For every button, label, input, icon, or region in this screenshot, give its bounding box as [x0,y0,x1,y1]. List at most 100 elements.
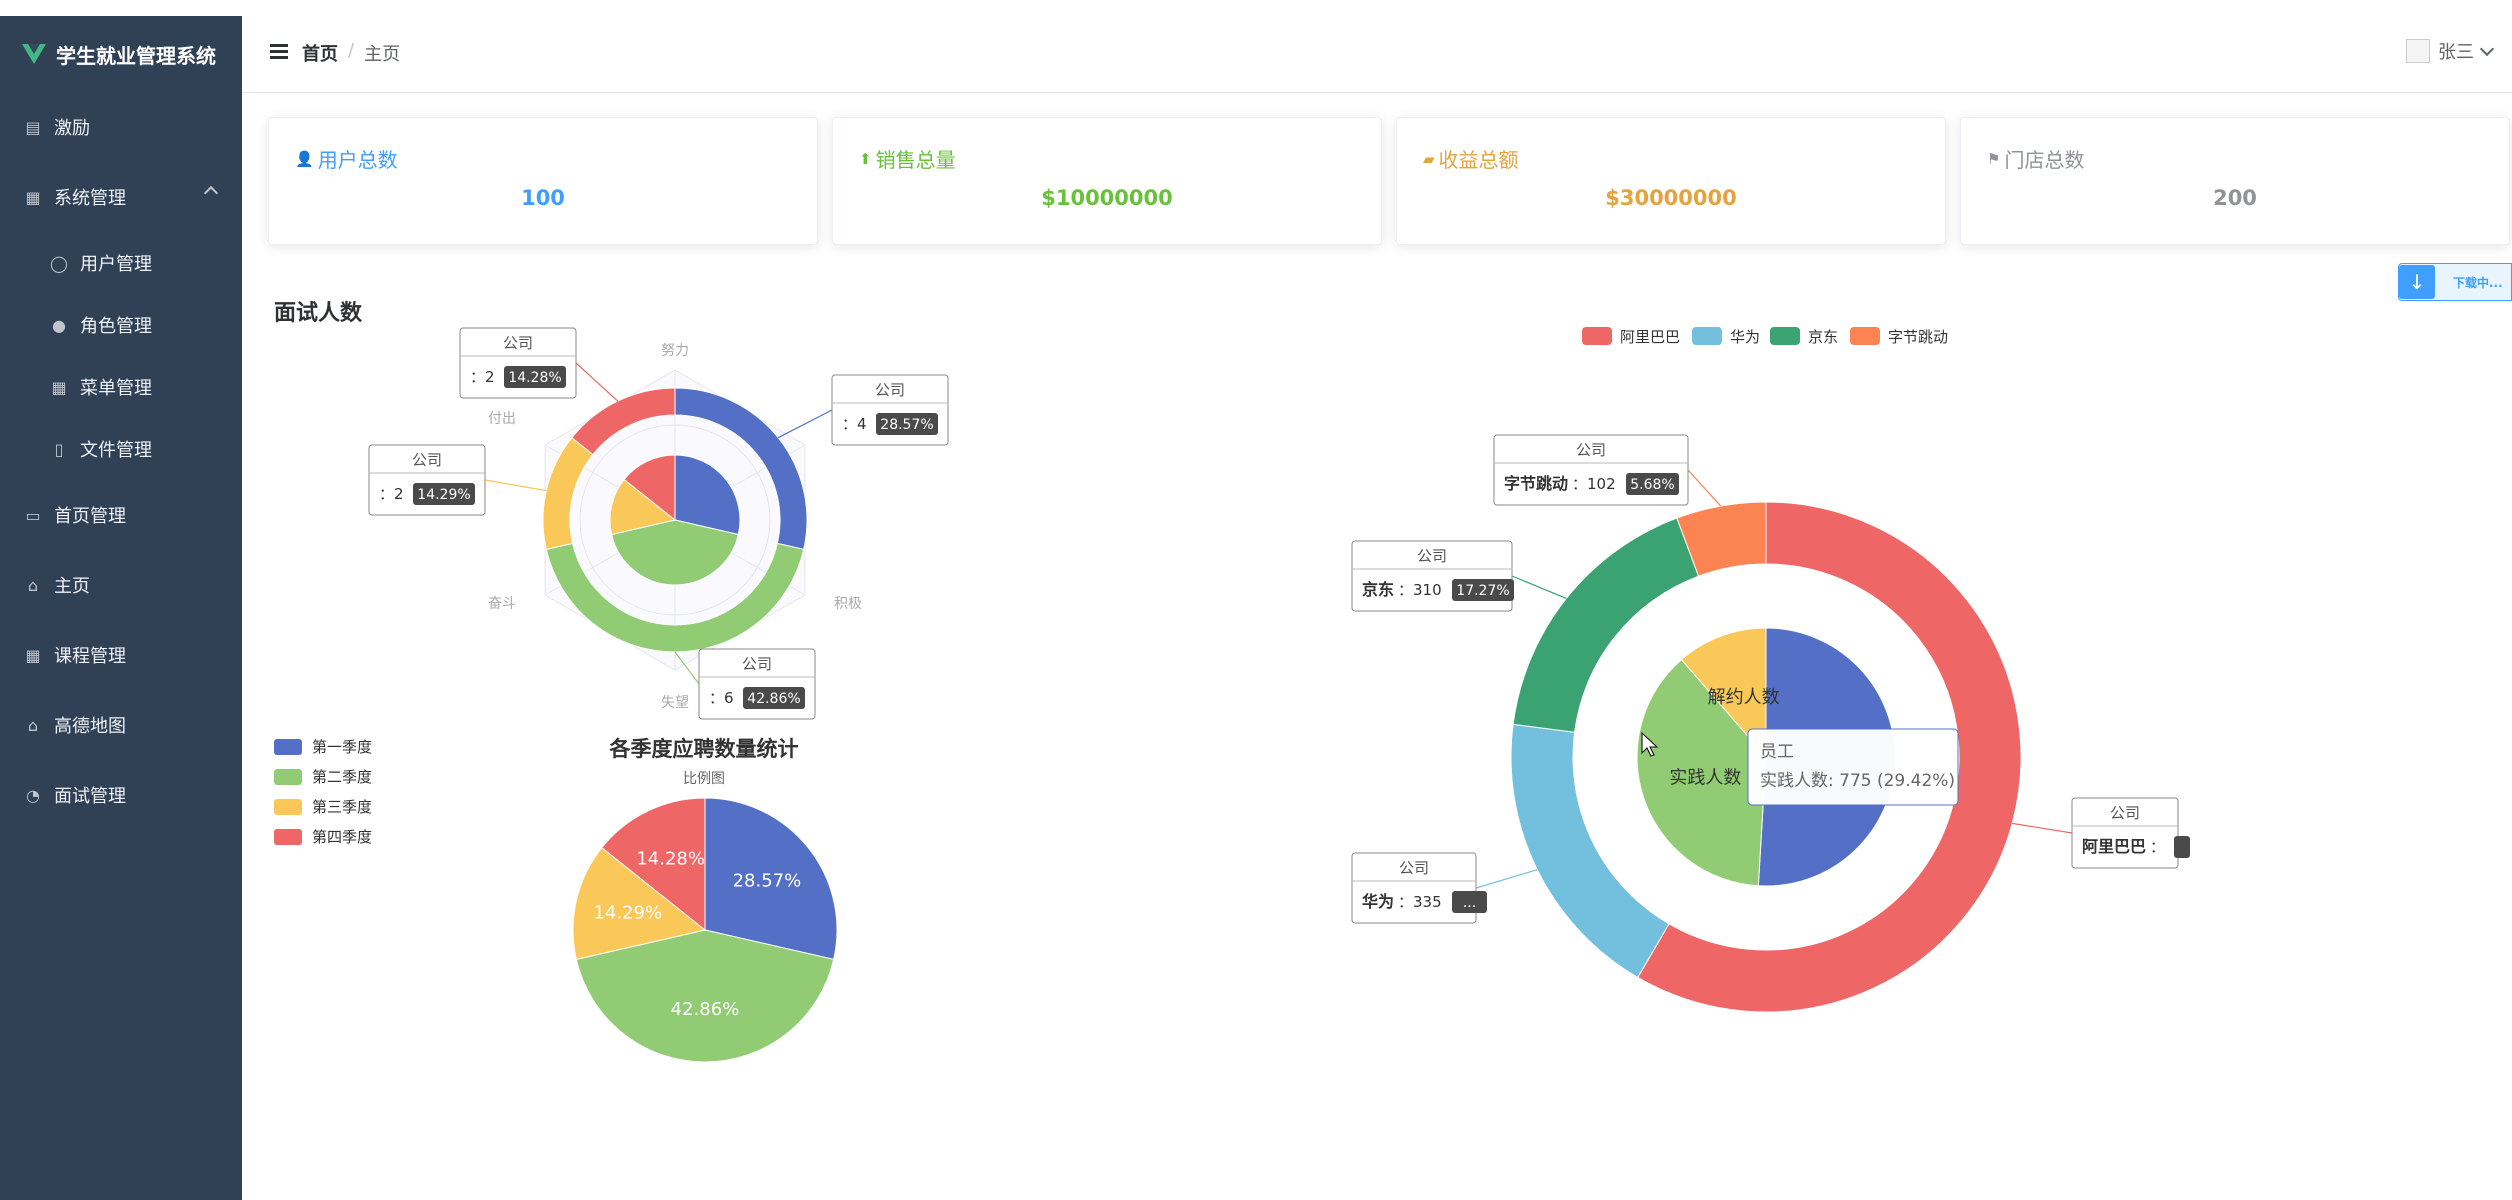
polar-leader-0 [777,409,833,439]
nested-inner-label-2: 解约人数 [1708,687,1780,708]
polar-inner-slice-3 [623,454,676,522]
pie-slice-2 [572,846,707,960]
sidebar-item-7[interactable]: ⌂ 主页 [0,550,242,620]
nested-leader-3 [1687,469,1722,507]
sidebar-item-label: 课程管理 [54,646,126,667]
sidebar-item-label: 高德地图 [54,716,126,737]
polar-callout-2-badge [413,483,475,505]
user-dropdown[interactable]: 张三 [2406,38,2495,64]
app-logo[interactable]: 学生就业管理系统 [0,16,242,92]
sidebar-item-2[interactable]: ◯ 用户管理 [0,232,242,294]
pie-title: 各季度应聘数量统计 [609,737,799,761]
pie-legend-label-2: 第三季度 [312,798,372,816]
nested-legend-swatch-1 [1692,327,1722,345]
polar-callout-2-percent: 14.29% [417,487,470,503]
nested-legend-label-0: 阿里巴巴 [1620,328,1680,346]
sidebar-item-6[interactable]: ▭ 首页管理 [0,480,242,550]
breadcrumb-home[interactable]: 首页 [302,44,338,65]
wallet-icon: ▰ [1423,149,1435,168]
radar-axis-2 [674,519,806,596]
nested-leader-0 [2012,822,2073,834]
pie-legend-swatch-2 [274,799,302,815]
pie-label-1: 42.86% [671,999,740,1020]
hand-cursor-icon [1641,731,1659,757]
stat-label: 销售总量 [875,148,956,172]
stat-card-0: 👤 用户总数 100 [268,117,818,245]
polar-leader-3 [575,362,619,402]
sidebar-item-0[interactable]: ▤ 激励 [0,92,242,162]
radar-ring-2 [622,459,728,581]
nested-leader-2 [1511,575,1567,599]
breadcrumb-separator: / [348,40,355,61]
tooltip-body: 实践人数: 775 (29.42%) [1760,771,1955,791]
pie-legend-label-0: 第一季度 [312,738,372,756]
polar-callout-0-percent: 28.57% [880,417,933,433]
stat-card-2: ▰ 收益总额 $30000000 [1396,117,1946,245]
pie-legend-swatch-1 [274,769,302,785]
sidebar-item-1[interactable]: ▦ 系统管理 [0,162,242,232]
download-button[interactable]: ↓ 下载中... [2398,263,2512,301]
main-content: 👤 用户总数 100 ⬆ 销售总量 $10000000 ▰ 收益总额 $30000000 ⚑ 门店总… [242,93,2512,1200]
pie-slice-0 [704,797,838,960]
avatar [2406,39,2430,63]
radar-indicator-3: 奋斗 [488,596,516,612]
pie-label-2: 14.29% [593,902,662,923]
nested-callout-2-value: ：310 [1398,581,1442,599]
sidebar-item-label: 菜单管理 [80,378,152,399]
polar-callout-1: 公司 ：6 42.86% [698,648,816,720]
sidebar-item-label: 主页 [54,576,90,597]
stat-card-1: ⬆ 销售总量 $10000000 [832,117,1382,245]
nested-callout-0-title: 公司 [2110,804,2140,822]
home-icon: ⌂ [27,715,39,735]
nested-callout-0-value: ： [2150,838,2165,856]
polar-inner-slice-2 [609,478,677,536]
nested-inner-slice-0 [1757,627,1896,887]
stat-value: $10000000 [1041,186,1173,210]
cup-icon: ▭ [25,505,41,525]
top-header: 首页 / 主页 张三 [242,16,2512,93]
polar-inner-slice-1 [611,519,739,586]
chevron-up-icon [203,185,219,201]
nested-callout-3-badge [1626,473,1679,495]
chart-line-icon: ▤ [25,117,41,137]
app-title: 学生就业管理系统 [56,43,216,68]
polar-callout-2: 公司 ：2 14.29% [368,444,486,516]
download-arrow-icon: ↓ [2399,265,2435,299]
sidebar-item-10[interactable]: ◔ 面试管理 [0,760,242,830]
sidebar-item-4[interactable]: ▦ 菜单管理 [0,356,242,418]
nested-callout-2-badge [1452,579,1514,601]
hamburger-icon[interactable] [270,44,288,60]
browser-top-strip [0,0,2512,16]
sidebar-item-8[interactable]: ▦ 课程管理 [0,620,242,690]
breadcrumb: 首页 / 主页 [302,40,400,66]
sidebar-item-3[interactable]: ● 角色管理 [0,294,242,356]
nested-inner-label-1: 实践人数 [1669,768,1741,789]
polar-inner-slice-0 [674,454,741,536]
sidebar-item-9[interactable]: ⌂ 高德地图 [0,690,242,760]
nested-callout-2-percent: 17.27% [1456,583,1509,599]
polar-outer-slice-1 [545,542,805,653]
radar-indicator-1: 积极 [834,596,862,612]
stat-value: $30000000 [1605,186,1737,210]
nested-callout-1-badge [1452,891,1487,913]
pie-label-0: 28.57% [733,871,802,892]
sidebar-item-label: 角色管理 [80,316,152,337]
nested-callout-3-title: 公司 [1576,441,1606,459]
nested-legend-swatch-3 [1850,327,1880,345]
pie-slice-3 [601,797,706,932]
radar-axis-4 [544,519,676,596]
nested-legend-swatch-0 [1582,327,1612,345]
polar-callout-1-box [698,648,816,720]
nested-leader-1 [1475,869,1538,889]
polar-callout-3-value: ：2 [470,368,495,386]
radar-ring-4 [570,399,780,641]
pie-legend-label-3: 第四季度 [312,828,372,846]
sidebar-menu: ▤ 激励 ▦ 系统管理 ◯ 用户管理 ● 角色管理 ▦ 菜单管理 ▯ 文件管理 ▭ 首页管理 ⌂ 主页 ▦ 课程管… [0,92,242,830]
nested-callout-1-box [1351,852,1477,924]
download-label: 下载中... [2453,275,2503,290]
sidebar-item-5[interactable]: ▯ 文件管理 [0,418,242,480]
polar-inner-guide [579,424,771,616]
